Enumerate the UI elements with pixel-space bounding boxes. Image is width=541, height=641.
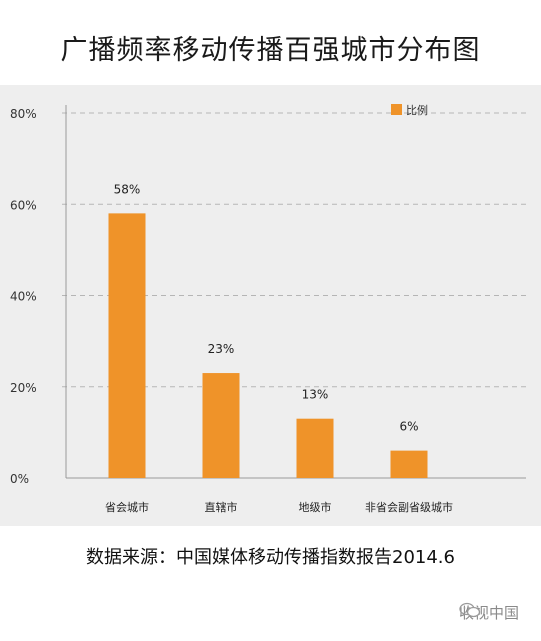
y-tick-label: 20% xyxy=(10,381,37,395)
x-tick-label: 省会城市 xyxy=(105,500,149,514)
data-label: 23% xyxy=(208,342,235,356)
legend-swatch xyxy=(391,104,402,115)
chart-panel xyxy=(0,85,541,526)
legend-label: 比例 xyxy=(406,103,428,117)
x-tick-label: 地级市 xyxy=(299,500,332,514)
y-tick-label: 80% xyxy=(10,107,37,121)
watermark: 收视中国 xyxy=(459,602,519,623)
bar xyxy=(390,450,428,478)
x-tick-label: 非省会副省级城市 xyxy=(365,500,453,514)
data-source-note: 数据来源：中国媒体移动传播指数报告2014.6 xyxy=(86,547,455,568)
y-tick-label: 60% xyxy=(10,198,37,212)
data-label: 6% xyxy=(399,420,418,434)
chart-title: 广播频率移动传播百强城市分布图 xyxy=(60,35,481,66)
x-tick-label: 直辖市 xyxy=(205,500,238,514)
y-tick-label: 0% xyxy=(10,472,29,486)
data-label: 58% xyxy=(114,182,141,196)
wechat-icon xyxy=(459,602,481,618)
bar xyxy=(202,373,240,478)
bar xyxy=(108,213,146,478)
y-tick-label: 40% xyxy=(10,290,37,304)
data-label: 13% xyxy=(302,388,329,402)
bar xyxy=(296,418,334,478)
